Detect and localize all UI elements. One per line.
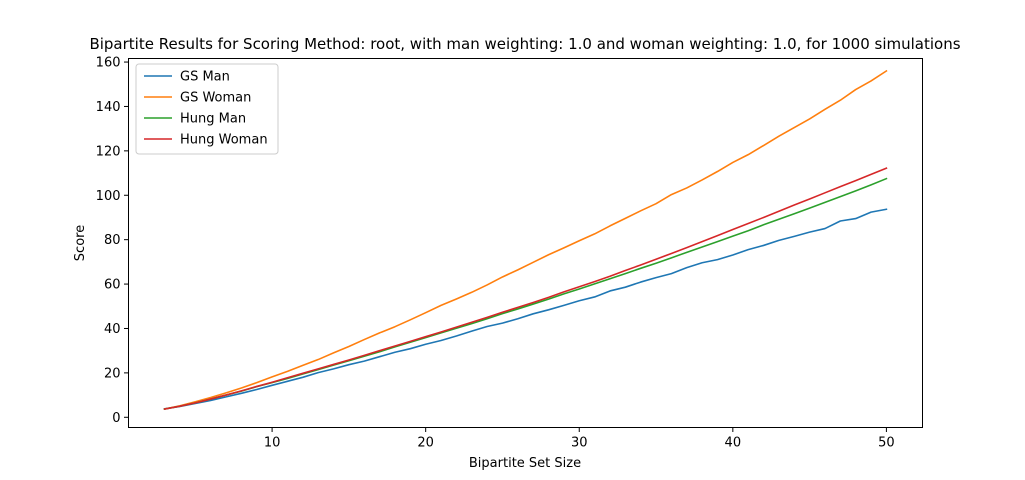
y-tick-label: 160: [96, 56, 121, 71]
legend: GS Man GS Woman Hung Man Hung Woman: [135, 63, 279, 155]
legend-label: Hung Woman: [180, 133, 268, 148]
y-tick-label: 80: [104, 233, 121, 248]
series-line-gs-woman: [163, 69, 888, 411]
y-tick-label: 60: [104, 278, 121, 293]
x-tick-label: 30: [571, 436, 588, 451]
y-tick-label: 40: [104, 322, 121, 337]
chart-title: Bipartite Results for Scoring Method: ro…: [89, 35, 960, 53]
y-tick-label: 120: [96, 144, 121, 159]
y-tick-label: 140: [96, 100, 121, 115]
legend-label: Hung Man: [180, 112, 246, 127]
y-axis-label: Score: [73, 225, 88, 261]
series-line-hung-woman: [163, 167, 888, 411]
x-axis: 10 20 30 40 50: [264, 427, 895, 451]
legend-label: GS Woman: [180, 91, 251, 106]
x-tick-label: 50: [878, 436, 895, 451]
x-tick-label: 40: [725, 436, 742, 451]
legend-label: GS Man: [180, 70, 230, 85]
y-axis: 0 20 40 60 80 100 120 140 160: [96, 56, 129, 426]
series-line-gs-man: [163, 208, 888, 410]
x-axis-label: Bipartite Set Size: [469, 456, 581, 471]
series-line-hung-man: [163, 177, 888, 411]
plot-lines: [163, 69, 888, 411]
y-tick-label: 20: [104, 366, 121, 381]
y-tick-label: 0: [112, 411, 120, 426]
y-tick-label: 100: [96, 189, 121, 204]
x-tick-label: 20: [417, 436, 434, 451]
legend-box: [135, 63, 279, 155]
x-tick-label: 10: [264, 436, 281, 451]
plot-frame: [128, 58, 923, 428]
